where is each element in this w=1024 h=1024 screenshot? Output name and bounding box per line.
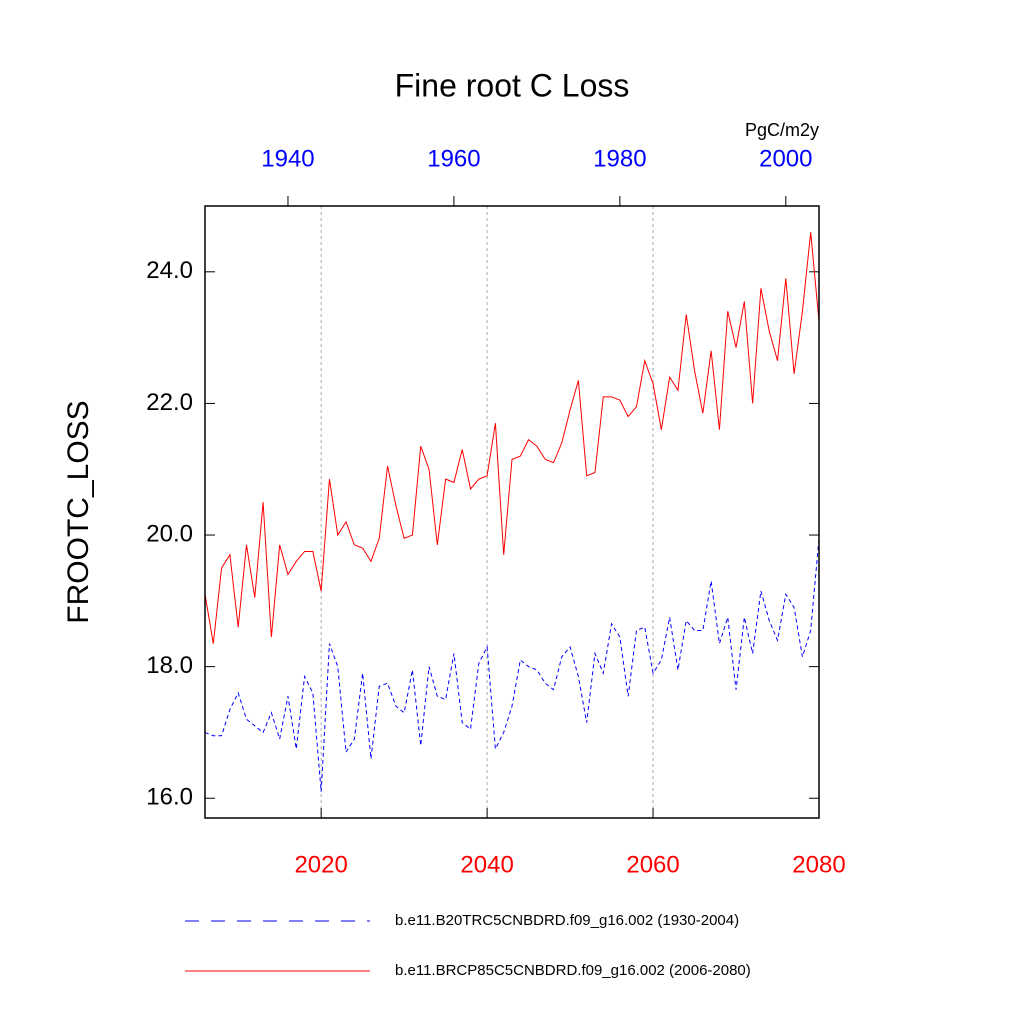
y-axis-label: FROOTC_LOSS [62,400,95,623]
x-tick-label: 2020 [294,851,347,878]
x2-tick-label: 1940 [261,145,314,172]
units-label: PgC/m2y [745,120,819,140]
chart-title: Fine root C Loss [395,67,630,103]
plot-frame [204,205,820,819]
y-tick-label: 20.0 [146,520,193,547]
y-tick-label: 22.0 [146,389,193,416]
series-line [204,538,820,792]
x-tick-label: 2060 [626,851,679,878]
x2-tick-label: 1960 [427,145,480,172]
x2-tick-label: 2000 [759,145,812,172]
x2-tick-label: 1980 [593,145,646,172]
x-tick-label: 2040 [460,851,513,878]
legend-label: b.e11.BRCP85C5CNBDRD.f09_g16.002 (2006-2… [395,962,751,979]
x-tick-label: 2080 [792,851,845,878]
y-tick-label: 16.0 [146,784,193,811]
series-line [204,232,820,644]
y-tick-label: 24.0 [146,257,193,284]
legend-label: b.e11.B20TRC5CNBDRD.f09_g16.002 (1930-20… [395,912,739,929]
y-tick-label: 18.0 [146,652,193,679]
